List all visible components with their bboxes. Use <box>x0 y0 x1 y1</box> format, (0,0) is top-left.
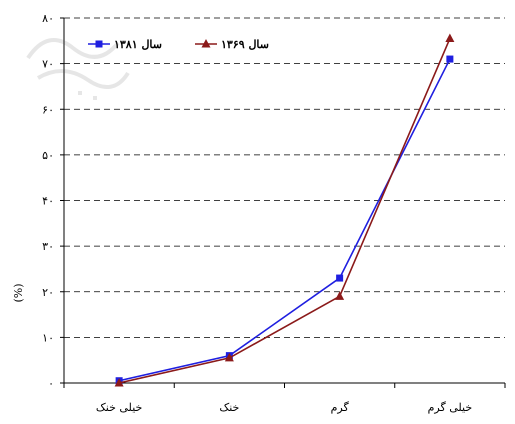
y-tick-label: ۳۰ <box>42 240 54 253</box>
x-tick-label: خیلی خنک <box>96 401 142 414</box>
y-tick-label: ۵۰ <box>42 149 54 162</box>
grid-lines <box>64 17 505 338</box>
data-point-triangle <box>445 33 455 43</box>
y-tick-label: ۱۰ <box>42 331 54 344</box>
data-point-square <box>336 274 344 282</box>
axes <box>60 17 506 388</box>
y-tick-label: ۴۰ <box>42 195 54 208</box>
series-line <box>118 58 451 382</box>
data-point-triangle <box>224 352 234 362</box>
x-tick-label: گرم <box>331 401 350 414</box>
y-tick-label: ۷۰ <box>42 58 54 71</box>
y-tick-label: ۲۰ <box>42 286 54 299</box>
y-tick-label: ۶۰ <box>42 103 54 116</box>
x-tick-label: خنک <box>219 401 239 414</box>
y-tick-label: ۰ <box>48 377 54 390</box>
series-group <box>114 33 455 387</box>
watermark-logo <box>26 38 130 100</box>
y-axis-label: (%) <box>12 283 25 302</box>
series-line <box>118 38 451 384</box>
legend-swatch-marker <box>201 39 211 48</box>
x-tick-label: خیلی گرم <box>428 401 473 414</box>
y-tick-label: ۸۰ <box>42 12 54 25</box>
data-point-square <box>446 55 454 63</box>
y-tick-labels: ۰ ۱۰ ۲۰ ۳۰ ۴۰ ۵۰ ۶۰ ۷۰ ۸۰ <box>42 12 54 390</box>
x-tick-labels: خیلی خنک خنک گرم خیلی گرم <box>96 401 472 414</box>
legend-label: سال ۱۳۸۱ <box>114 38 162 51</box>
legend-swatch-marker <box>95 40 103 48</box>
data-point-triangle <box>335 291 345 300</box>
data-point-triangle <box>114 378 124 387</box>
legend-label: سال ۱۳۶۹ <box>221 38 269 51</box>
legend: سال ۱۳۸۱ سال ۱۳۶۹ <box>88 38 269 51</box>
